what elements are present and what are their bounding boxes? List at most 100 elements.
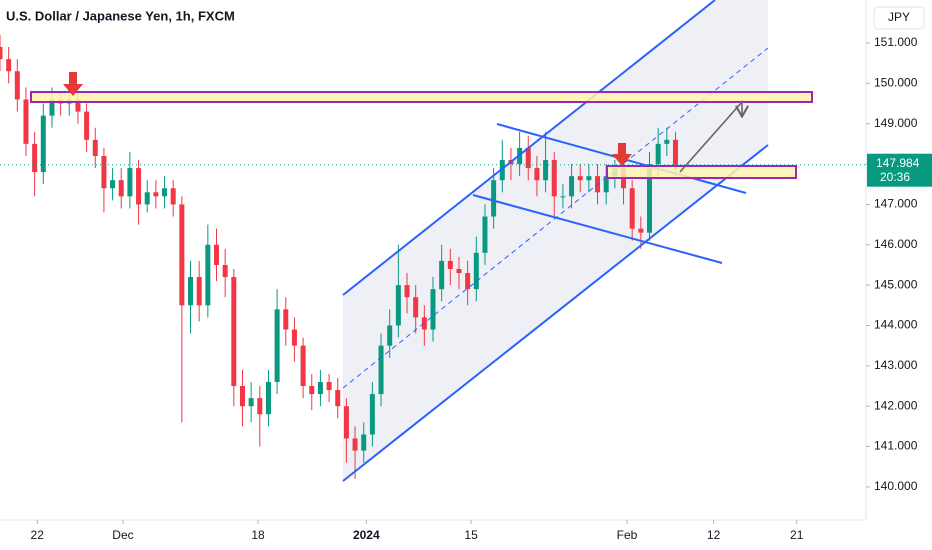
drawings [30,0,813,482]
y-tick-label: 146.000 [874,237,918,251]
candle-body [343,406,349,439]
support-zone [606,165,797,179]
candle-body [560,196,566,198]
candle-body [300,345,306,387]
candle-body [369,394,375,435]
chart-title: U.S. Dollar / Japanese Yen, 1h, FXCM [6,8,235,23]
candle-body [222,264,228,278]
candle-body [274,309,280,382]
y-tick-label: 145.000 [874,277,918,291]
candle-body [205,244,211,306]
candle-body [456,268,462,274]
x-tick-label: 18 [251,528,265,542]
candle-body [231,277,237,387]
currency[interactable]: JPY [888,10,910,24]
candle-body [672,139,678,165]
candle-body [265,381,271,415]
candle-body [118,180,124,197]
candle-body [32,143,38,173]
candle-body [214,244,219,265]
candle-body [473,252,479,290]
candle-body [127,168,133,197]
candle-body [352,438,358,451]
candle-body [144,192,150,205]
candle-body [248,398,254,407]
y-tick-label: 150.000 [874,76,918,90]
candle-body [404,285,410,298]
currency-button[interactable] [873,6,925,30]
x-tick-label: 22 [31,528,45,542]
resistance-zone [30,91,813,103]
x-tick-label: Feb [617,528,638,542]
y-tick-label: 143.000 [874,358,918,372]
candle-body [239,386,245,407]
candle-body [569,176,575,197]
candle-body [551,160,557,197]
channel-upper [342,0,716,296]
candle-body [361,434,367,451]
candle-body [603,176,609,193]
candle-body [465,273,471,290]
x-tick-label: 21 [790,528,804,542]
candle-body [534,168,540,181]
last-price-box [867,153,932,187]
candle-body [317,381,323,395]
candle-body [309,386,315,395]
candle-body [525,147,531,169]
last-price: 147.984 [876,156,920,170]
candle-body [664,139,670,144]
candle-body [179,204,185,306]
candle-body [499,160,505,181]
candle-body [170,188,176,205]
candle-body [638,228,644,233]
candle-body [153,192,159,197]
channel-fill [343,0,768,481]
candle-body [0,47,3,60]
y-tick-label: 142.000 [874,398,918,412]
x-tick-label: 12 [707,528,721,542]
candle-body [162,188,168,197]
y-tick-label: 141.000 [874,439,918,453]
candle-body [196,277,202,306]
candle-body [335,390,341,407]
candle-body [6,59,12,72]
candle-body [136,168,142,205]
candle-body [482,216,488,253]
down-arrow [63,72,83,96]
projection-arrow [679,99,742,173]
flag-lower [472,194,723,264]
candle-body [110,180,116,189]
candle-body [257,398,263,415]
down-arrow [612,143,632,166]
candle-body [543,160,549,181]
candle-body [647,164,652,233]
candle-body [326,381,332,391]
candle-body [291,329,297,346]
candle-body [49,99,55,116]
candle-body [23,99,29,144]
y-tick-label: 151.000 [874,35,918,49]
y-tick-label: 140.000 [874,479,918,493]
candle-body [387,325,393,346]
candle-body [75,99,81,112]
countdown: 20:36 [880,170,910,184]
x-tick-label: Dec [112,528,133,542]
candle-body [491,180,497,217]
candle-body [655,143,661,165]
y-tick-label: 144.000 [874,318,918,332]
candle-body [395,285,401,326]
candle-body [84,111,90,140]
candle-body [430,289,436,330]
x-tick-label: 2024 [353,528,380,542]
candle-body [439,260,445,290]
y-tick-label: 149.000 [874,116,918,130]
x-tick-label: 15 [464,528,478,542]
channel-lower [342,144,769,482]
candle-body [40,115,46,173]
candle-body [378,345,384,395]
price-axis [866,0,932,550]
candle-body [586,176,592,181]
candle-body [629,188,635,229]
